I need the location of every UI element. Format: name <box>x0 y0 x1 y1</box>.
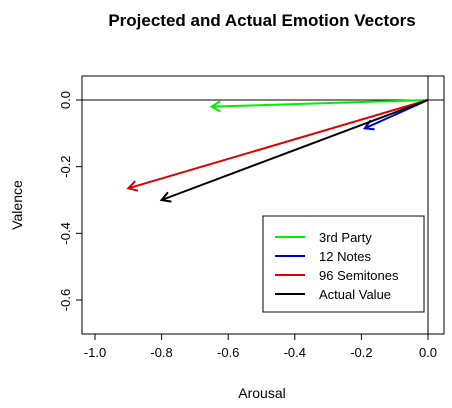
vector-actual-value <box>159 99 429 203</box>
legend-entry: 96 Semitones <box>275 268 399 283</box>
legend-entry: Actual Value <box>275 287 391 302</box>
y-tick-label: -0.4 <box>58 222 73 244</box>
x-axis: -1.0 -0.8 -0.6 -0.4 -0.2 0.0 <box>84 333 437 360</box>
vector-3rd-party <box>209 99 429 113</box>
vector-series <box>126 99 429 203</box>
x-tick-label: 0.0 <box>419 345 437 360</box>
y-tick-label: 0.0 <box>58 91 73 109</box>
chart-title: Projected and Actual Emotion Vectors <box>108 11 415 30</box>
legend-box <box>262 215 425 313</box>
vector-line <box>161 99 429 201</box>
legend-entry: 3rd Party <box>275 230 372 245</box>
x-tick-label: -0.4 <box>284 345 306 360</box>
vector-96-semitones <box>126 99 429 192</box>
vector-arrowhead <box>159 191 172 203</box>
legend-label: 3rd Party <box>319 230 372 245</box>
legend-label: 12 Notes <box>319 249 372 264</box>
x-axis-label: Arousal <box>238 385 285 401</box>
vector-arrowhead <box>209 100 221 113</box>
legend: 3rd Party 12 Notes 96 Semitones Actual Valu… <box>262 215 425 313</box>
y-tick-label: -0.2 <box>58 155 73 177</box>
y-tick-label: -0.6 <box>58 289 73 311</box>
x-tick-label: -0.2 <box>350 345 372 360</box>
legend-entry: 12 Notes <box>275 249 372 264</box>
x-tick-label: -1.0 <box>84 345 106 360</box>
vector-line <box>211 99 429 108</box>
vector-arrowhead <box>126 180 139 192</box>
legend-label: Actual Value <box>319 287 391 302</box>
y-axis-label: Valence <box>9 180 25 230</box>
x-tick-label: -0.8 <box>150 345 172 360</box>
legend-label: 96 Semitones <box>319 268 399 283</box>
y-axis: 0.0 -0.2 -0.4 -0.6 <box>58 91 83 311</box>
vector-line <box>128 99 429 190</box>
x-tick-label: -0.6 <box>217 345 239 360</box>
